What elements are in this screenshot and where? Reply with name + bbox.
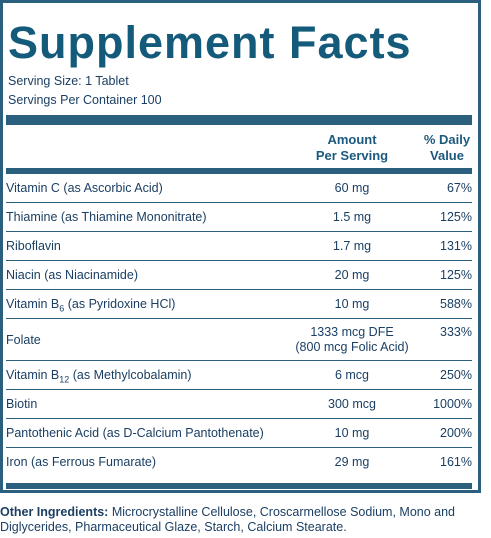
nutrient-daily-value: 1000% (433, 397, 472, 411)
nutrient-name: Vitamin B12 (as Methylcobalamin) (6, 368, 192, 385)
nutrient-daily-value: 333% (440, 325, 472, 339)
other-ingredients: Other Ingredients: Microcrystalline Cell… (0, 505, 485, 535)
nutrient-name-subscript: 12 (59, 374, 70, 385)
nutrient-daily-value: 131% (440, 239, 472, 253)
nutrient-name-suffix: (as Pyridoxine HCl) (64, 297, 176, 311)
table-row: Riboflavin 1.7 mg 131% (6, 232, 472, 261)
nutrient-name-suffix: (as Methylcobalamin) (69, 368, 192, 382)
nutrient-name-prefix: Vitamin B (6, 297, 60, 311)
nutrient-name: Pantothenic Acid (as D-Calcium Pantothen… (6, 426, 264, 440)
nutrient-amount: 20 mg (334, 268, 370, 282)
other-ingredients-text: Microcrystalline Cellulose, Croscarmello… (0, 505, 456, 534)
nutrient-amount-line2: (800 mcg Folic Acid) (295, 340, 409, 354)
table-row: Iron (as Ferrous Fumarate) 29 mg 161% (6, 448, 472, 477)
nutrient-daily-value: 161% (440, 455, 472, 469)
nutrient-amount: 10 mg (334, 297, 370, 311)
table-row: Niacin (as Niacinamide) 20 mg 125% (6, 261, 472, 290)
header-amount-line1: Amount (327, 132, 377, 147)
header-dv-line2: Value (430, 148, 464, 163)
nutrient-name: Iron (as Ferrous Fumarate) (6, 455, 157, 469)
nutrient-amount: 60 mg (334, 181, 370, 195)
nutrient-amount: 1333 mcg DFE (800 mcg Folic Acid) (290, 325, 414, 355)
table-row: Vitamin C (as Ascorbic Acid) 60 mg 67% (6, 174, 472, 203)
nutrient-daily-value: 588% (440, 297, 472, 311)
thick-divider (6, 115, 472, 125)
header-divider (6, 168, 472, 174)
supplement-facts-panel (0, 0, 481, 493)
nutrient-name-subscript: 6 (59, 303, 65, 314)
nutrient-name: Riboflavin (6, 239, 61, 253)
header-amount-per-serving: Amount Per Serving (290, 132, 414, 164)
nutrient-daily-value: 250% (440, 368, 472, 382)
table-row: Folate 1333 mcg DFE (800 mcg Folic Acid)… (6, 319, 472, 361)
table-row: Vitamin B6 (as Pyridoxine HCl) 10 mg 588… (6, 290, 472, 319)
nutrient-amount: 1.7 mg (332, 239, 372, 253)
nutrient-amount-line1: 1333 mcg DFE (310, 325, 394, 339)
header-amount-line2: Per Serving (315, 148, 389, 163)
panel-title: Supplement Facts (8, 17, 412, 68)
nutrient-name: Thiamine (as Thiamine Mononitrate) (6, 210, 207, 224)
table-row: Thiamine (as Thiamine Mononitrate) 1.5 m… (6, 203, 472, 232)
nutrient-amount: 29 mg (334, 455, 370, 469)
bottom-divider (6, 483, 472, 489)
nutrient-daily-value: 125% (440, 268, 472, 282)
header-dv-line1: % Daily (423, 132, 471, 147)
nutrient-name: Niacin (as Niacinamide) (6, 268, 138, 282)
nutrient-amount: 300 mcg (328, 397, 376, 411)
nutrient-name: Folate (6, 333, 41, 347)
nutrient-daily-value: 125% (440, 210, 472, 224)
nutrient-name-prefix: Vitamin B (6, 368, 60, 382)
table-row: Vitamin B12 (as Methylcobalamin) 6 mcg 2… (6, 361, 472, 390)
nutrient-amount: 1.5 mg (332, 210, 372, 224)
table-row: Biotin 300 mcg 1000% (6, 390, 472, 419)
nutrient-daily-value: 200% (440, 426, 472, 440)
nutrient-name: Vitamin B6 (as Pyridoxine HCl) (6, 297, 175, 314)
other-ingredients-label: Other Ingredients: (0, 505, 109, 519)
nutrient-name: Biotin (6, 397, 38, 411)
nutrient-table: Vitamin C (as Ascorbic Acid) 60 mg 67% T… (6, 174, 472, 477)
nutrient-amount: 10 mg (334, 426, 370, 440)
serving-size: Serving Size: 1 Tablet (8, 74, 129, 88)
servings-per-container: Servings Per Container 100 (8, 93, 162, 107)
header-daily-value: % Daily Value (412, 132, 482, 164)
nutrient-amount: 6 mcg (334, 368, 370, 382)
nutrient-daily-value: 67% (446, 181, 472, 195)
table-row: Pantothenic Acid (as D-Calcium Pantothen… (6, 419, 472, 448)
nutrient-name: Vitamin C (as Ascorbic Acid) (6, 181, 163, 195)
